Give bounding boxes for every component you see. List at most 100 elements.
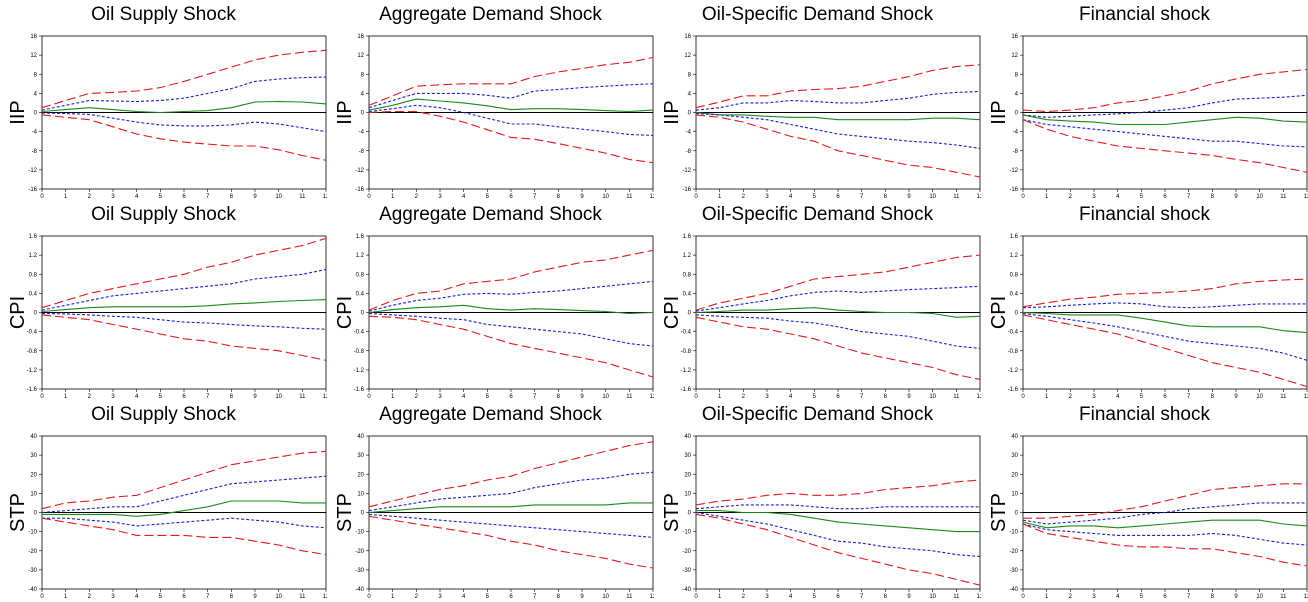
series-line-4 <box>695 513 981 586</box>
x-tick-label: 12 <box>650 594 654 600</box>
series-line-1 <box>695 504 980 510</box>
y-tick-label: 30 <box>30 453 37 459</box>
x-tick-label: 7 <box>860 594 864 600</box>
y-axis-title: IIP <box>334 100 356 124</box>
x-tick-label: 9 <box>1234 394 1238 400</box>
y-tick-label: 0.4 <box>29 291 38 297</box>
x-tick-label: 9 <box>580 594 584 600</box>
series-line-4 <box>41 114 327 161</box>
y-tick-label: 12 <box>684 53 691 59</box>
x-tick-label: 1 <box>391 194 395 200</box>
x-tick-label: 0 <box>1021 394 1025 400</box>
series-line-1 <box>1022 302 1307 309</box>
x-tick-label: 6 <box>1163 594 1167 600</box>
x-tick-label: 2 <box>88 194 92 200</box>
panel-title: Oil Supply Shock <box>91 204 236 225</box>
y-tick-label: 0 <box>361 311 365 317</box>
x-tick-label: 3 <box>1092 194 1096 200</box>
y-tick-label: 0 <box>34 511 38 517</box>
x-tick-label: 7 <box>206 594 210 600</box>
y-tick-label: -30 <box>1009 568 1018 574</box>
x-tick-label: 10 <box>1256 594 1263 600</box>
y-tick-label: 0.4 <box>683 291 692 297</box>
x-tick-label: 10 <box>1256 394 1263 400</box>
x-tick-label: 0 <box>694 594 698 600</box>
x-tick-label: 0 <box>1021 194 1025 200</box>
x-tick-label: 6 <box>182 194 186 200</box>
panel-title: Oil Supply Shock <box>91 404 236 425</box>
series-line-4 <box>1022 119 1308 173</box>
series-line-0 <box>695 479 981 506</box>
x-tick-label: 5 <box>813 194 817 200</box>
x-tick-label: 2 <box>415 594 419 600</box>
y-tick-label: -0.4 <box>27 330 38 336</box>
series-line-1 <box>41 268 327 311</box>
y-tick-label: -1.2 <box>354 368 365 374</box>
x-tick-label: 12 <box>1304 594 1308 600</box>
y-tick-label: 0.8 <box>29 272 38 278</box>
x-tick-label: 11 <box>953 194 960 200</box>
series-line-1 <box>368 471 654 512</box>
x-tick-label: 6 <box>1163 394 1167 400</box>
x-tick-label: 0 <box>367 394 371 400</box>
y-tick-label: -8 <box>32 149 38 155</box>
x-tick-label: 8 <box>230 394 234 400</box>
x-tick-label: 7 <box>533 194 537 200</box>
y-axis-title: STP <box>988 493 1010 532</box>
x-tick-label: 8 <box>1211 594 1215 600</box>
y-tick-label: 0 <box>688 111 692 117</box>
series-line-1 <box>695 285 981 312</box>
series-line-2 <box>695 111 981 121</box>
y-tick-label: -4 <box>686 130 692 136</box>
x-tick-label: 11 <box>626 594 633 600</box>
series-line-2 <box>41 299 327 313</box>
x-tick-label: 5 <box>1140 194 1144 200</box>
y-tick-label: -30 <box>28 568 37 574</box>
series-line-4 <box>1022 314 1308 388</box>
x-tick-label: 11 <box>299 394 306 400</box>
panel-title: Oil Supply Shock <box>91 4 236 25</box>
y-tick-label: 20 <box>357 472 364 478</box>
x-tick-label: 11 <box>299 194 306 200</box>
series-line-1 <box>368 280 654 312</box>
y-tick-label: -10 <box>1009 530 1018 536</box>
x-tick-label: 9 <box>1234 594 1238 600</box>
series-line-0 <box>368 441 654 508</box>
series-line-1 <box>41 76 327 111</box>
y-axis-title: STP <box>334 493 356 532</box>
x-tick-label: 6 <box>182 594 186 600</box>
y-tick-label: -20 <box>355 549 364 555</box>
x-tick-label: 6 <box>182 394 186 400</box>
panel-title: Financial shock <box>1079 204 1210 225</box>
series-line-3 <box>1022 119 1308 148</box>
x-tick-label: 1 <box>64 594 68 600</box>
x-tick-label: 11 <box>626 194 633 200</box>
y-tick-label: -1.6 <box>681 387 692 393</box>
panel-title: Oil-Specific Demand Shock <box>701 4 934 25</box>
chart-svg: 1.61.20.80.40-0.4-0.8-1.2-1.60 1 2 3 4 5 6 7 8 9 1… <box>334 234 654 400</box>
y-tick-label: 20 <box>30 472 37 478</box>
y-tick-label: 0.8 <box>356 272 365 278</box>
x-tick-label: 7 <box>1187 194 1191 200</box>
y-tick-label: -20 <box>1009 549 1018 555</box>
x-tick-label: 2 <box>1069 194 1073 200</box>
y-tick-label: 8 <box>34 72 38 78</box>
x-tick-label: 9 <box>253 194 257 200</box>
y-tick-label: 40 <box>684 434 691 440</box>
y-tick-label: 0 <box>34 111 38 117</box>
x-tick-label: 9 <box>1234 194 1238 200</box>
x-tick-label: 1 <box>718 194 722 200</box>
y-axis-title: IIP <box>7 100 29 124</box>
series-line-0 <box>695 254 981 311</box>
y-tick-label: -0.4 <box>681 330 692 336</box>
chart-svg: 1.61.20.80.40-0.4-0.8-1.2-1.60 1 2 3 4 5 6 7 8 9 1… <box>988 234 1308 400</box>
y-tick-label: -10 <box>28 530 37 536</box>
x-tick-label: 3 <box>1092 394 1096 400</box>
x-tick-label: 2 <box>1069 394 1073 400</box>
x-tick-label: 2 <box>415 394 419 400</box>
x-tick-label: 5 <box>159 194 163 200</box>
x-tick-label: 3 <box>438 394 442 400</box>
x-tick-label: 8 <box>557 194 561 200</box>
x-tick-label: 12 <box>977 194 981 200</box>
